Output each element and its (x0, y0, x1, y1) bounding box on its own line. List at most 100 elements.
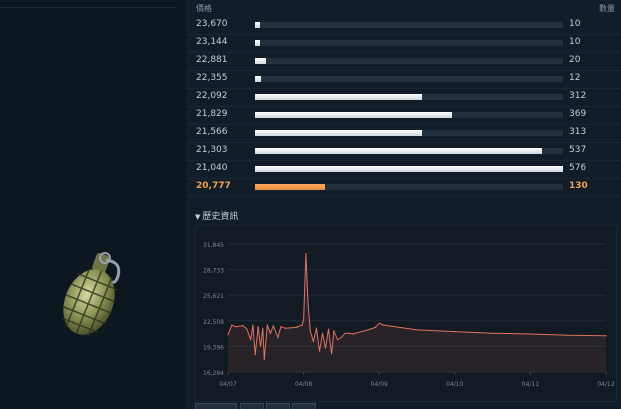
x-tick-label: 04/07 (219, 381, 236, 388)
quantity-bar-fill (255, 40, 260, 46)
data-point (340, 336, 342, 338)
data-point (242, 325, 244, 327)
data-point (303, 319, 305, 321)
data-point (250, 339, 252, 341)
period-tab[interactable] (195, 403, 237, 409)
quantity-bar-fill (255, 58, 266, 64)
quantity-bar-fill (255, 94, 422, 100)
history-toggle-label: 歷史資訊 (202, 212, 239, 222)
data-point (262, 327, 264, 329)
data-point (333, 330, 335, 332)
price-column-header: 價格 (196, 4, 212, 13)
order-row: 23,144 10 (186, 34, 621, 53)
market-details-panel: 價格 數量 23,670 10 23,144 10 22,881 20 22,355 12 22… (186, 0, 621, 409)
y-tick-label: 22,508 (203, 319, 224, 326)
data-point (352, 333, 354, 335)
data-point (227, 334, 229, 336)
order-quantity: 130 (569, 181, 588, 191)
quantity-bar-fill (255, 166, 563, 172)
order-price: 22,092 (196, 91, 228, 101)
data-point (327, 328, 330, 330)
data-point (324, 347, 327, 349)
data-point (382, 324, 384, 326)
order-quantity: 10 (569, 19, 581, 29)
order-row: 20,777 130 (186, 178, 621, 197)
quantity-bar-track (255, 166, 563, 172)
data-point (259, 345, 262, 347)
data-point (254, 353, 256, 356)
data-point (305, 252, 307, 255)
order-price: 23,670 (196, 19, 228, 29)
order-price: 21,829 (196, 109, 228, 119)
order-quantity: 369 (569, 109, 587, 119)
quantity-bar-fill (255, 112, 452, 118)
data-point (309, 330, 312, 333)
quantity-bar-track (255, 184, 563, 190)
y-tick-label: 25,621 (203, 293, 224, 300)
order-quantity: 312 (569, 91, 587, 101)
quantity-bar-track (255, 112, 563, 118)
x-tick-label: 04/10 (446, 381, 463, 388)
data-point (269, 332, 271, 334)
y-tick-label: 31,845 (203, 242, 224, 249)
history-toggle[interactable]: ▼ 歷史資訊 (195, 209, 238, 222)
triangle-down-icon: ▼ (195, 213, 201, 221)
order-row: 22,355 12 (186, 70, 621, 89)
data-point (378, 322, 380, 324)
y-tick-label: 19,396 (203, 344, 224, 351)
data-point (307, 303, 309, 306)
order-price: 20,777 (196, 181, 231, 191)
data-point (312, 340, 315, 343)
order-price: 22,355 (196, 73, 228, 83)
data-point (330, 353, 333, 355)
data-point (284, 327, 287, 329)
data-point (318, 350, 321, 352)
order-row: 21,303 537 (186, 142, 621, 161)
data-point (348, 332, 350, 334)
data-point (605, 335, 607, 337)
x-tick-label: 04/08 (295, 381, 312, 388)
data-point (337, 339, 339, 341)
quantity-bar-fill (255, 22, 260, 28)
order-row: 21,829 369 (186, 106, 621, 125)
data-point (321, 332, 324, 334)
item-preview-panel (0, 0, 187, 409)
period-tab[interactable] (266, 403, 290, 409)
order-quantity: 20 (569, 55, 581, 65)
quantity-bar-track (255, 94, 563, 100)
order-quantity: 537 (569, 145, 587, 155)
order-row: 21,040 576 (186, 160, 621, 179)
data-point (367, 329, 369, 331)
order-price: 22,881 (196, 55, 228, 65)
data-point (374, 326, 377, 329)
order-quantity: 576 (569, 163, 587, 173)
data-point (529, 333, 531, 335)
data-point (234, 326, 237, 328)
data-point (301, 324, 303, 326)
order-quantity: 12 (569, 73, 581, 83)
period-tab[interactable] (292, 403, 316, 409)
period-tab[interactable] (240, 403, 264, 409)
quantity-column-header: 數量 (599, 4, 615, 13)
order-row: 22,881 20 (186, 52, 621, 71)
order-quantity: 313 (569, 127, 587, 137)
series-area (228, 253, 606, 372)
order-row: 21,566 313 (186, 124, 621, 143)
quantity-bar-fill (255, 184, 325, 190)
y-tick-label: 28,733 (203, 268, 224, 275)
quantity-bar-fill (255, 130, 422, 136)
x-tick-label: 04/09 (371, 381, 388, 388)
data-point (266, 324, 268, 326)
order-price: 23,144 (196, 37, 228, 47)
quantity-bar-fill (255, 76, 261, 82)
data-point (252, 324, 254, 326)
quantity-bar-track (255, 148, 563, 154)
quantity-bar-track (255, 40, 563, 46)
data-point (492, 332, 494, 334)
data-point (263, 358, 265, 361)
data-point (231, 324, 233, 326)
data-point (344, 332, 346, 334)
quantity-bar-track (255, 22, 563, 28)
x-tick-label: 04/12 (597, 381, 614, 388)
